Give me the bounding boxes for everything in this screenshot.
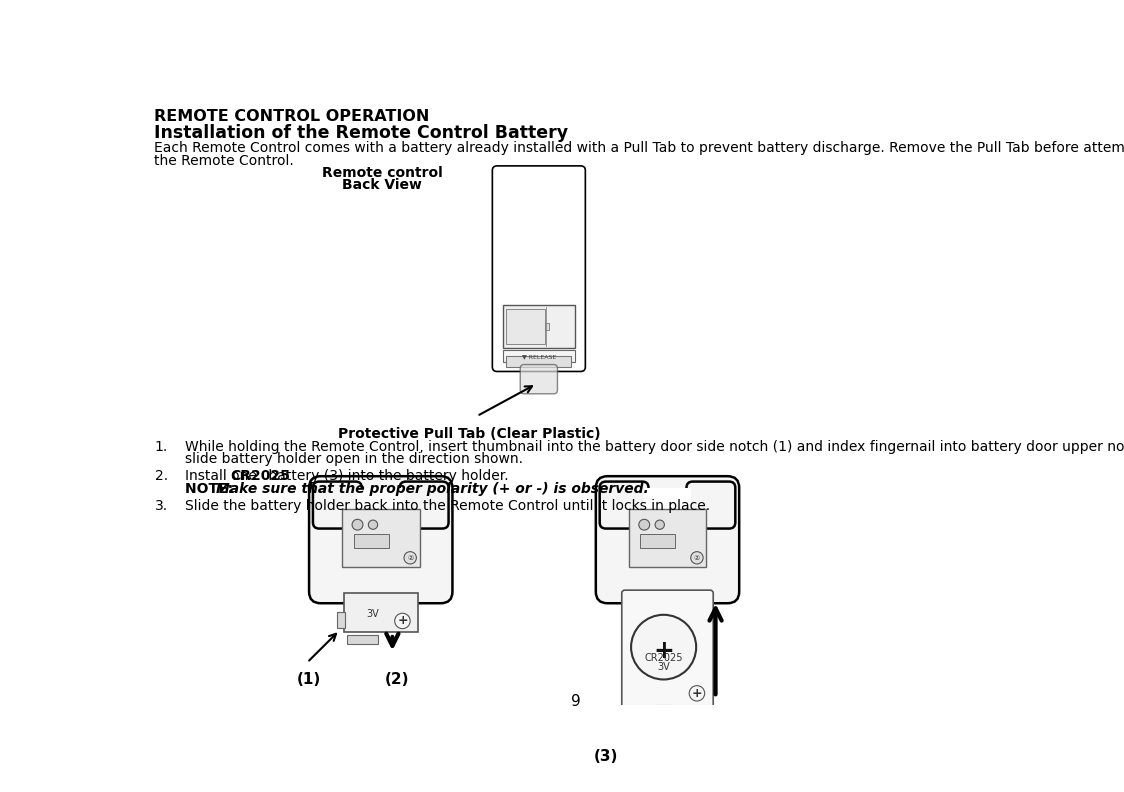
Bar: [504, 350, 574, 362]
FancyBboxPatch shape: [596, 476, 740, 604]
Text: ②: ②: [694, 555, 700, 561]
Text: (3): (3): [593, 748, 618, 763]
Text: 3V: 3V: [658, 662, 670, 672]
Bar: [504, 305, 574, 348]
Circle shape: [369, 520, 378, 529]
Text: 1.: 1.: [154, 440, 167, 454]
Circle shape: [352, 520, 363, 530]
FancyBboxPatch shape: [492, 166, 586, 371]
Bar: [506, 309, 545, 344]
Text: REMOTE CONTROL OPERATION: REMOTE CONTROL OPERATION: [154, 109, 429, 124]
Text: While holding the Remote Control, insert thumbnail into the battery door side no: While holding the Remote Control, insert…: [185, 440, 1124, 454]
Text: battery (3) into the battery holder.: battery (3) into the battery holder.: [264, 469, 509, 483]
Bar: [337, 612, 345, 628]
Text: slide battery holder open in the direction shown.: slide battery holder open in the directi…: [185, 452, 524, 466]
Text: +: +: [397, 615, 408, 627]
Circle shape: [631, 615, 696, 680]
Text: +: +: [653, 639, 674, 664]
Circle shape: [395, 613, 410, 629]
Text: (1): (1): [297, 672, 321, 687]
Bar: [354, 534, 389, 548]
Circle shape: [655, 520, 664, 529]
Text: CR2025: CR2025: [644, 653, 683, 663]
Text: ②: ②: [407, 555, 414, 561]
Bar: [357, 488, 405, 519]
Text: 9: 9: [571, 694, 581, 709]
FancyBboxPatch shape: [622, 590, 714, 708]
FancyBboxPatch shape: [600, 482, 649, 528]
Text: 2.: 2.: [154, 469, 167, 483]
Text: Protective Pull Tab (Clear Plastic): Protective Pull Tab (Clear Plastic): [338, 427, 600, 441]
Text: Back View: Back View: [343, 178, 423, 192]
Bar: [342, 509, 419, 567]
Circle shape: [638, 520, 650, 530]
Text: the Remote Control.: the Remote Control.: [154, 154, 294, 169]
Text: Installation of the Remote Control Battery: Installation of the Remote Control Batte…: [154, 124, 569, 143]
Text: ▼ RELEASE: ▼ RELEASE: [522, 354, 556, 360]
Bar: [641, 534, 676, 548]
FancyBboxPatch shape: [687, 482, 735, 528]
Text: (2): (2): [384, 672, 409, 687]
Text: Each Remote Control comes with a battery already installed with a Pull Tab to pr: Each Remote Control comes with a battery…: [154, 141, 1124, 155]
Circle shape: [404, 552, 416, 564]
Text: 3V: 3V: [366, 608, 380, 619]
Bar: [347, 635, 379, 644]
Bar: [644, 488, 691, 519]
Text: Slide the battery holder back into the Remote Control until it locks in place.: Slide the battery holder back into the R…: [185, 498, 710, 512]
Bar: [656, 705, 671, 714]
Circle shape: [691, 552, 704, 564]
Text: +: +: [691, 687, 702, 700]
FancyBboxPatch shape: [520, 364, 558, 394]
Text: Make sure that the proper polarity (+ or -) is observed.: Make sure that the proper polarity (+ or…: [217, 482, 650, 496]
Text: 3.: 3.: [154, 498, 167, 512]
Bar: [628, 509, 706, 567]
FancyBboxPatch shape: [400, 482, 448, 528]
FancyBboxPatch shape: [309, 476, 453, 604]
Text: Install one: Install one: [185, 469, 262, 483]
Text: NOTE:: NOTE:: [185, 482, 238, 496]
Text: Remote control: Remote control: [321, 166, 443, 180]
Bar: [344, 593, 418, 632]
Bar: [644, 710, 691, 718]
Bar: [506, 356, 571, 367]
Bar: [545, 322, 549, 330]
Circle shape: [689, 686, 705, 701]
Text: CR2025: CR2025: [230, 469, 290, 483]
FancyBboxPatch shape: [312, 482, 362, 528]
